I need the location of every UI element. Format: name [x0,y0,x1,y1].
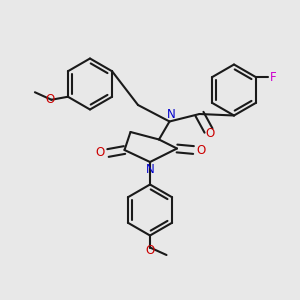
Text: O: O [146,244,154,257]
Text: O: O [196,143,206,157]
Text: O: O [206,127,214,140]
Text: N: N [167,108,176,122]
Text: F: F [270,71,277,84]
Text: O: O [96,146,105,160]
Text: N: N [146,163,154,176]
Text: O: O [45,93,55,106]
